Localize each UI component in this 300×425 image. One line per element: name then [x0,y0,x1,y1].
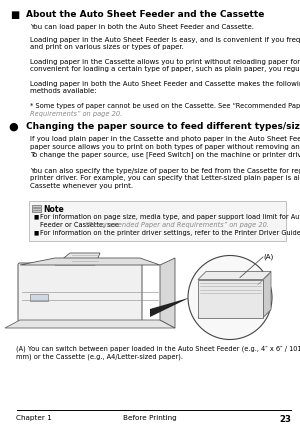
Text: ■: ■ [10,10,19,20]
Circle shape [188,255,272,340]
Text: Chapter 1: Chapter 1 [16,415,52,421]
Text: Changing the paper source to feed different types/sizes of paper: Changing the paper source to feed differ… [26,122,300,131]
Text: 23: 23 [279,415,291,424]
Polygon shape [160,258,175,328]
Text: Requirements” on page 20.: Requirements” on page 20. [30,111,122,117]
Text: Loading paper in both the Auto Sheet Feeder and Cassette makes the following pap: Loading paper in both the Auto Sheet Fee… [30,80,300,94]
Polygon shape [20,258,160,265]
Polygon shape [5,320,175,328]
Text: Loading paper in the Cassette allows you to print without reloading paper for ea: Loading paper in the Cassette allows you… [30,59,300,72]
Text: Loading paper in the Auto Sheet Feeder is easy, and is convenient if you frequen: Loading paper in the Auto Sheet Feeder i… [30,37,300,50]
Bar [30,294,48,301]
Text: ■: ■ [34,214,39,219]
Polygon shape [263,272,271,317]
Bar [32,205,41,212]
Text: About the Auto Sheet Feeder and the Cassette: About the Auto Sheet Feeder and the Cass… [26,10,264,19]
Text: You can load paper in both the Auto Sheet Feeder and Cassette.: You can load paper in both the Auto Shee… [30,24,254,30]
Text: ■: ■ [34,230,39,235]
FancyBboxPatch shape [29,201,286,241]
Polygon shape [55,253,100,265]
Text: If you load plain paper in the Cassette and photo paper in the Auto Sheet Feeder: If you load plain paper in the Cassette … [30,136,300,158]
Polygon shape [198,272,271,280]
Text: Note: Note [43,204,64,213]
Text: “Recommended Paper and Requirements” on page 20.: “Recommended Paper and Requirements” on … [85,222,269,228]
FancyBboxPatch shape [18,263,142,322]
Text: You can also specify the type/size of paper to be fed from the Cassette for regu: You can also specify the type/size of pa… [30,167,300,189]
Text: * Some types of paper cannot be used on the Cassette. See “Recommended Paper and: * Some types of paper cannot be used on … [30,102,300,108]
Text: Feeder or Cassette, see: Feeder or Cassette, see [40,222,121,228]
Text: For information on the printer driver settings, refer to the Printer Driver Guid: For information on the printer driver se… [40,230,300,236]
Polygon shape [198,280,263,317]
Text: (A) You can switch between paper loaded in the Auto Sheet Feeder (e.g., 4″ x 6″ : (A) You can switch between paper loaded … [16,345,300,360]
Text: For information on page size, media type, and paper support load limit for Auto : For information on page size, media type… [40,214,300,220]
Text: Before Printing: Before Printing [123,415,177,421]
Text: (A): (A) [263,253,273,260]
Polygon shape [198,309,271,317]
Text: ●: ● [8,122,18,132]
Polygon shape [150,298,190,317]
